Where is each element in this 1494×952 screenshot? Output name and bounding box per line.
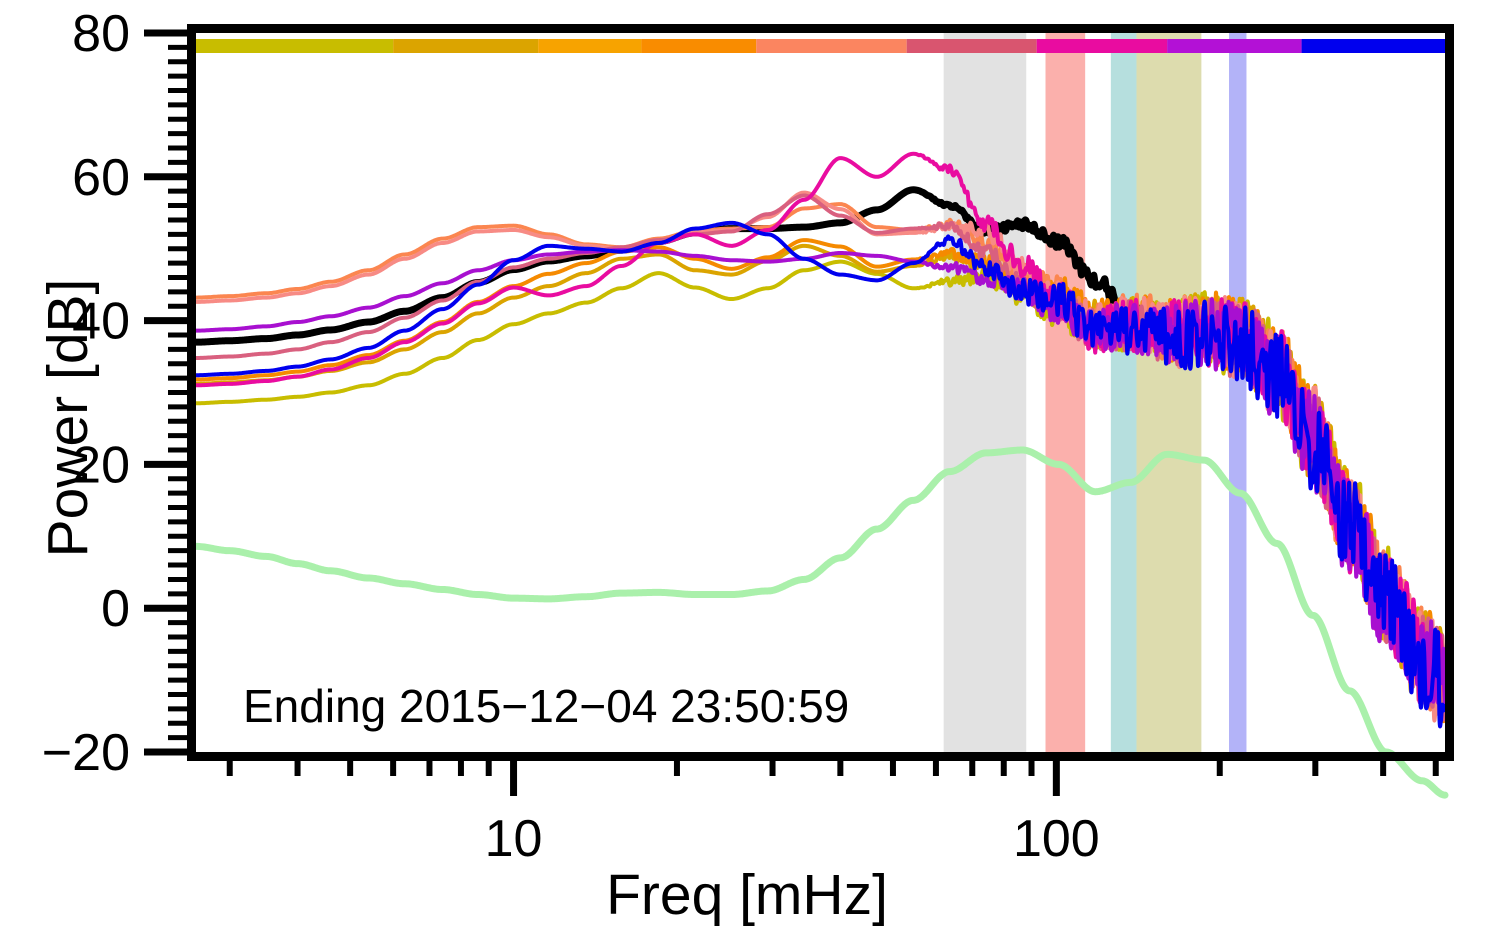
series-layer — [192, 151, 1449, 799]
band-orange — [641, 39, 757, 53]
series-channel-05-salmon — [194, 190, 1447, 723]
top-colorbar-layer — [196, 39, 1445, 53]
band-magenta — [1036, 39, 1168, 53]
band-blue — [1301, 39, 1445, 53]
x-tick-label: 100 — [1013, 810, 1100, 868]
band-purple — [1167, 39, 1302, 53]
y-tick-label: 0 — [101, 580, 130, 638]
series-channel-03-orange — [194, 238, 1447, 723]
series-channel-08-purple — [194, 248, 1447, 705]
axis-ticks-layer — [144, 29, 1439, 796]
y-tick-label: 80 — [72, 5, 130, 63]
band-olive — [196, 39, 394, 53]
band-pink — [1045, 33, 1086, 752]
band-grey — [943, 33, 1027, 752]
y-tick-label: 40 — [72, 293, 130, 351]
series-noise-floor-green — [192, 446, 1449, 799]
series-channel-07-magenta — [194, 151, 1447, 705]
axis-tick-labels-layer: 80 60 40 20 0 −20 10 100 — [42, 5, 1100, 868]
band-coral — [756, 39, 907, 53]
y-tick-label: 60 — [72, 149, 130, 207]
band-khaki — [1136, 33, 1202, 752]
band-teal — [1110, 33, 1137, 752]
series-channel-06-rose — [194, 193, 1447, 722]
band-gold — [393, 39, 539, 53]
band-rose — [906, 39, 1037, 53]
x-tick-label: 10 — [485, 810, 543, 868]
y-tick-label: −20 — [42, 724, 130, 782]
y-tick-label: 20 — [72, 436, 130, 494]
highlight-bands-layer — [943, 33, 1247, 752]
series-channel-09-blue — [194, 220, 1447, 729]
band-orange-light — [538, 39, 642, 53]
band-periwinkle — [1228, 33, 1247, 752]
series-channel-04-coral — [194, 202, 1447, 713]
